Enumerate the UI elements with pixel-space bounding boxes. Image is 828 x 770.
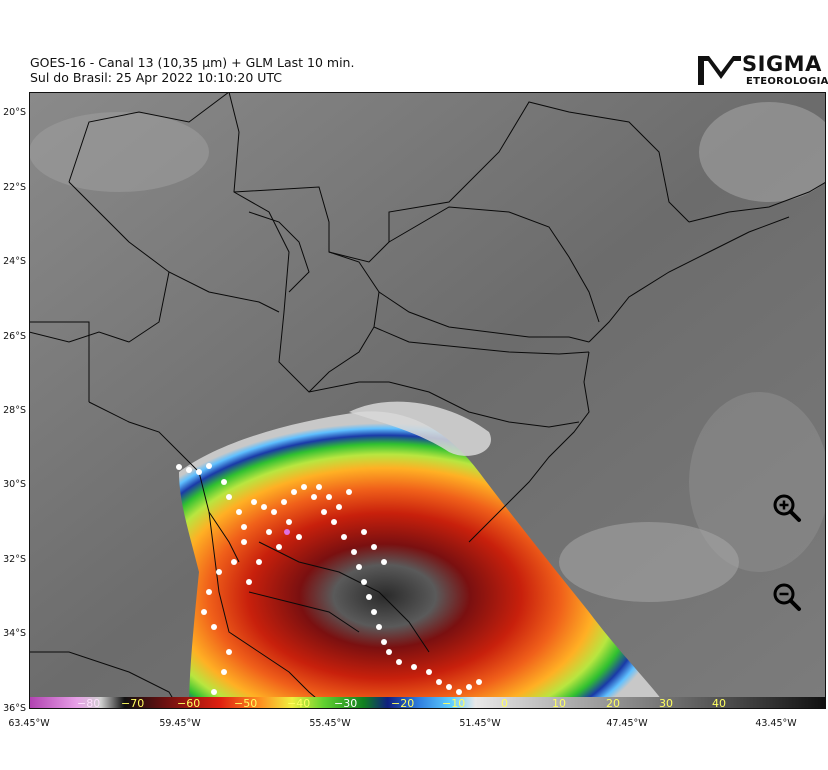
cloud-patch	[29, 112, 209, 192]
lon-label: 63.45°W	[8, 718, 50, 729]
map-frame	[29, 92, 826, 709]
zoom-out-icon	[773, 583, 801, 611]
colorbar-label: −40	[287, 697, 310, 709]
colorbar-label: −70	[121, 697, 144, 709]
colorbar	[29, 697, 826, 709]
cloud-anvil	[349, 401, 491, 456]
borders	[29, 92, 826, 709]
zoom-in-icon	[773, 494, 801, 522]
lat-label: 22°S	[3, 182, 26, 193]
colorbar-label: −50	[234, 697, 257, 709]
sigma-logo-mark	[698, 56, 741, 85]
colorbar-label: 10	[552, 697, 566, 709]
colorbar-label: −60	[177, 697, 200, 709]
lon-label: 51.45°W	[459, 718, 501, 729]
lat-label: 26°S	[3, 331, 26, 342]
lat-label: 20°S	[3, 107, 26, 118]
map-subtitle: Sul do Brasil: 25 Apr 2022 10:10:20 UTC	[30, 70, 283, 85]
zoom-in-button[interactable]	[772, 493, 802, 523]
lat-label: 34°S	[3, 628, 26, 639]
lat-label: 36°S	[3, 703, 26, 714]
colorbar-label: 0	[501, 697, 508, 709]
colorbar-label: −10	[442, 697, 465, 709]
colorbar-labels: −80 −70 −60 −50 −40 −30 −20 −10 0 10 20 …	[77, 697, 726, 709]
colorbar-label: −30	[334, 697, 357, 709]
colorbar-label: −20	[391, 697, 414, 709]
lightning-point-highlight	[284, 529, 290, 535]
colorbar-label: 40	[712, 697, 726, 709]
cloud-patch	[699, 102, 826, 202]
lat-label: 32°S	[3, 554, 26, 565]
cloud-patch	[689, 392, 826, 572]
satellite-map[interactable]: −80 −70 −60 −50 −40 −30 −20 −10 0 10 20 …	[29, 92, 826, 709]
logo-text: SIGMA	[742, 52, 822, 76]
lat-label: 30°S	[3, 479, 26, 490]
lat-label: 28°S	[3, 405, 26, 416]
lon-label: 59.45°W	[159, 718, 201, 729]
lon-label: 43.45°W	[755, 718, 797, 729]
zoom-out-button[interactable]	[772, 582, 802, 612]
logo-subtext: ETEOROLOGIA	[746, 76, 828, 87]
sigma-logo: SIGMA ETEOROLOGIA	[695, 52, 828, 90]
map-title: GOES-16 - Canal 13 (10,35 µm) + GLM Last…	[30, 55, 355, 70]
lat-label: 24°S	[3, 256, 26, 267]
cloud-patch	[559, 522, 739, 602]
lightning-points	[176, 463, 482, 695]
colorbar-label: 20	[606, 697, 620, 709]
lon-label: 55.45°W	[309, 718, 351, 729]
lon-label: 47.45°W	[606, 718, 648, 729]
colorbar-label: −80	[77, 697, 100, 709]
colorbar-label: 30	[659, 697, 673, 709]
